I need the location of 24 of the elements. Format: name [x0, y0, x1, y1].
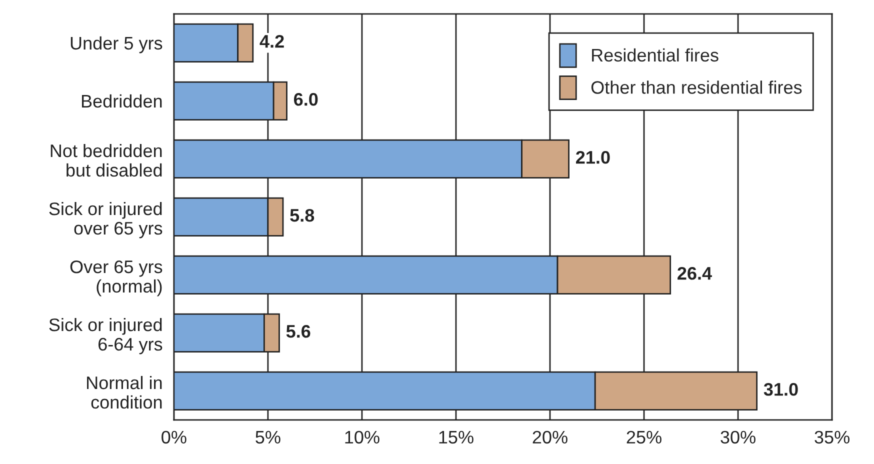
x-tick-label: 20%: [532, 430, 568, 444]
x-tick-label: 35%: [814, 430, 850, 444]
x-tick-label: 0%: [162, 430, 186, 444]
total-label: 31.0: [764, 382, 798, 396]
y-tick-label: Not bedridden but disabled: [50, 144, 162, 177]
total-label: 26.4: [678, 266, 712, 280]
y-tick-label: Over 65 yrs (normal): [70, 260, 162, 296]
y-tick-label: Sick or injured 6-64 yrs: [49, 318, 162, 354]
total-label: 6.0: [294, 92, 318, 106]
total-label: 4.2: [260, 34, 284, 48]
legend-label: Other than residential fires: [591, 80, 802, 94]
total-label: 21.0: [576, 150, 610, 164]
y-tick-label: Sick or injured over 65 yrs: [49, 202, 162, 238]
x-tick-label: 30%: [720, 430, 756, 444]
x-tick-label: 5%: [256, 430, 280, 444]
y-tick-label: Under 5 yrs: [70, 36, 162, 54]
x-tick-label: 10%: [345, 430, 380, 444]
total-label: 5.8: [290, 208, 314, 222]
total-label: 5.6: [286, 324, 310, 338]
x-tick-label: 25%: [626, 430, 662, 444]
x-tick-label: 15%: [439, 430, 474, 444]
y-tick-label: Bedridden: [82, 94, 162, 108]
legend-label: Residential fires: [592, 48, 718, 62]
y-tick-label: Normal in condition: [87, 376, 162, 409]
